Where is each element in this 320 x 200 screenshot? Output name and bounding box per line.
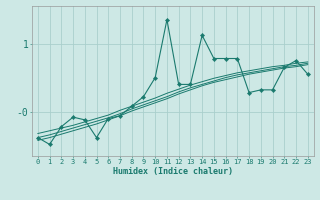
X-axis label: Humidex (Indice chaleur): Humidex (Indice chaleur) bbox=[113, 167, 233, 176]
